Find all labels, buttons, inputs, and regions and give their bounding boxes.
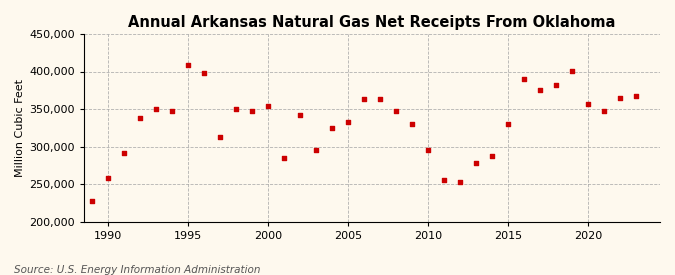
Point xyxy=(167,109,178,114)
Point xyxy=(406,122,417,126)
Point xyxy=(454,180,465,184)
Point xyxy=(614,96,625,100)
Point xyxy=(518,77,529,81)
Point xyxy=(551,83,562,87)
Point xyxy=(375,97,385,101)
Point xyxy=(358,97,369,101)
Point xyxy=(294,113,305,117)
Point xyxy=(327,126,338,130)
Point xyxy=(599,109,610,114)
Point xyxy=(583,101,593,106)
Point xyxy=(439,177,450,182)
Point xyxy=(134,116,145,120)
Point xyxy=(566,68,577,73)
Title: Annual Arkansas Natural Gas Net Receipts From Oklahoma: Annual Arkansas Natural Gas Net Receipts… xyxy=(128,15,616,30)
Point xyxy=(423,148,433,153)
Point xyxy=(630,94,641,98)
Point xyxy=(391,109,402,114)
Point xyxy=(470,161,481,165)
Point xyxy=(230,107,241,111)
Point xyxy=(535,88,545,92)
Point xyxy=(198,71,209,75)
Point xyxy=(246,109,257,114)
Point xyxy=(151,107,161,111)
Point xyxy=(118,150,129,155)
Point xyxy=(182,63,193,68)
Point xyxy=(215,135,225,139)
Text: Source: U.S. Energy Information Administration: Source: U.S. Energy Information Administ… xyxy=(14,265,260,275)
Point xyxy=(103,176,113,180)
Point xyxy=(487,153,497,158)
Y-axis label: Million Cubic Feet: Million Cubic Feet xyxy=(15,79,25,177)
Point xyxy=(503,122,514,126)
Point xyxy=(310,148,321,153)
Point xyxy=(279,156,290,160)
Point xyxy=(263,104,273,108)
Point xyxy=(342,120,353,124)
Point xyxy=(86,199,97,203)
